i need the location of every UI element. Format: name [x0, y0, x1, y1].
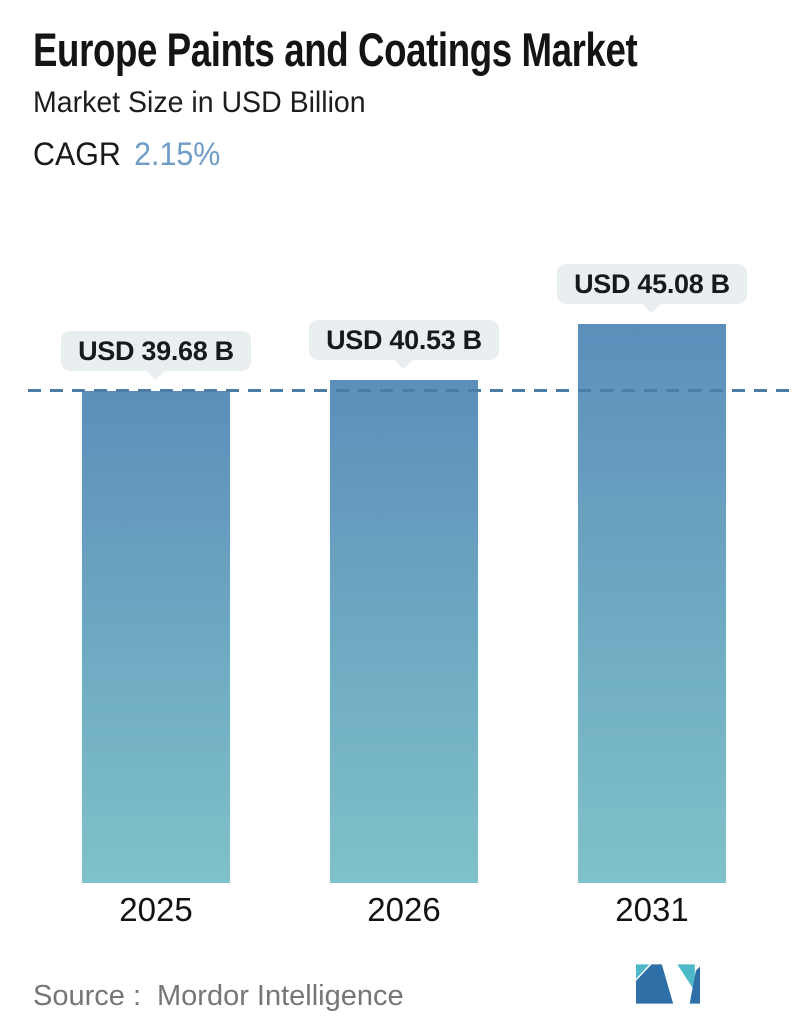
- value-label-bubble: USD 39.68 B: [61, 331, 251, 381]
- reference-dashed-line: [28, 389, 790, 392]
- x-axis-label-2025: 2025: [119, 891, 193, 928]
- value-label-bubble: USD 45.08 B: [557, 264, 747, 314]
- x-axis-label-2026: 2026: [367, 891, 441, 928]
- chart-subtitle: Market Size in USD Billion: [33, 86, 366, 119]
- bar-2025[interactable]: [82, 391, 230, 883]
- logo-navy-stroke: [636, 964, 674, 1004]
- source-note: Source : Mordor Intelligence: [33, 980, 404, 1013]
- cagr-line: CAGR 2.15%: [33, 136, 220, 173]
- bubble-tail: [392, 347, 415, 370]
- x-axis-label-2031: 2031: [615, 891, 689, 928]
- bar-2026[interactable]: [330, 380, 478, 883]
- mordor-intelligence-logo: [636, 964, 700, 1004]
- source-label: Source :: [33, 980, 141, 1012]
- logo-teal-triangle: [677, 964, 695, 992]
- cagr-value: 2.15%: [134, 136, 221, 172]
- value-label-bubble: USD 40.53 B: [309, 320, 499, 370]
- source-name: Mordor Intelligence: [157, 980, 404, 1012]
- cagr-label: CAGR: [33, 136, 121, 172]
- bubble-tail: [640, 291, 663, 314]
- bar-2031[interactable]: [578, 324, 726, 883]
- logo-navy-bar: [689, 966, 700, 1004]
- chart-title: Europe Paints and Coatings Market: [33, 23, 638, 76]
- bubble-tail: [144, 358, 167, 381]
